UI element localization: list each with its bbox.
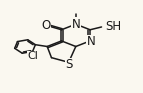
Text: N: N: [71, 18, 80, 31]
Text: N: N: [86, 35, 95, 48]
Text: S: S: [66, 58, 73, 71]
Text: Cl: Cl: [27, 51, 38, 61]
Text: O: O: [41, 19, 50, 32]
Text: SH: SH: [106, 20, 122, 33]
